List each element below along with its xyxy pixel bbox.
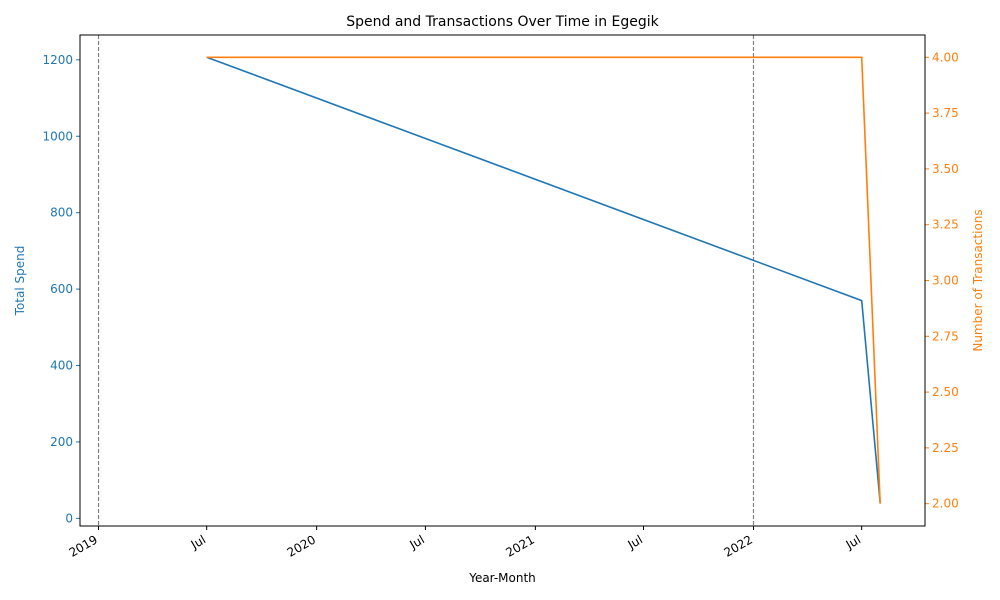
plot-frame — [79, 34, 926, 527]
y-axis-left-title: Total Spend — [13, 246, 27, 317]
y-left-tick-label: 0 — [65, 511, 73, 525]
x-tick-label: Jul — [188, 532, 208, 552]
y-right-tick-label: 4.00 — [932, 50, 959, 64]
y-right-tick-label: 2.25 — [932, 441, 959, 455]
y-left-tick-label: 1200 — [42, 53, 73, 67]
transactions-line — [206, 56, 881, 504]
y-right-tick-label: 2.50 — [932, 385, 959, 399]
x-tick-label: 2020 — [285, 532, 318, 559]
y-right-tick-label: 3.25 — [932, 218, 959, 232]
y-left-tick-label: 1000 — [42, 129, 73, 143]
x-tick-label: 2022 — [722, 532, 755, 559]
y-left-tick-label: 800 — [50, 206, 73, 220]
x-tick-label: Jul — [407, 532, 427, 552]
x-axis-title: Year-Month — [468, 571, 536, 585]
total-spend-line — [206, 56, 881, 504]
series-lines — [206, 56, 881, 504]
y-right-tick-label: 3.00 — [932, 274, 959, 288]
y-right-tick-label: 2.75 — [932, 329, 959, 343]
x-tick-label: Jul — [625, 532, 645, 552]
y-axis-left: 0 200 400 600 800 1000 1200 — [42, 53, 80, 525]
x-tick-label: 2021 — [503, 532, 536, 559]
y-right-tick-label: 2.00 — [932, 497, 959, 511]
x-tick-label: 2019 — [67, 532, 100, 559]
y-right-tick-label: 3.50 — [932, 162, 959, 176]
y-left-tick-label: 200 — [50, 435, 73, 449]
y-axis-right-title: Number of Transactions — [971, 209, 985, 351]
y-axis-right: 2.00 2.25 2.50 2.75 3.00 3.25 3.50 3.75 4.00 — [925, 50, 959, 511]
y-right-tick-label: 3.75 — [932, 106, 959, 120]
y-left-tick-label: 400 — [50, 359, 73, 373]
x-tick-label: Jul — [843, 532, 863, 552]
y-left-tick-label: 600 — [50, 282, 73, 296]
reference-lines — [97, 35, 755, 526]
chart-title: Spend and Transactions Over Time in Egeg… — [346, 14, 659, 30]
x-axis: 2019 Jul 2020 Jul 2021 Jul 2022 Jul — [67, 526, 863, 560]
